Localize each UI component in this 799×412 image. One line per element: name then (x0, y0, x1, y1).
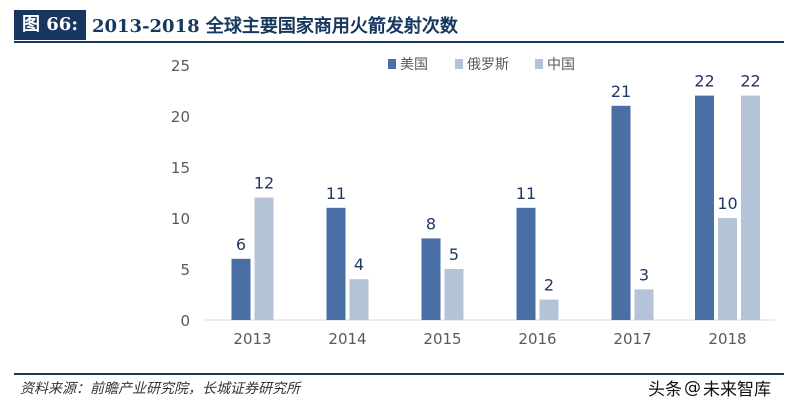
y-tick-label: 0 (180, 312, 190, 330)
x-tick-label: 2013 (233, 330, 271, 348)
bar-2016-series-0 (516, 207, 536, 320)
legend-label: 俄罗斯 (467, 57, 509, 73)
data-label: 8 (426, 214, 436, 233)
legend-swatch (535, 59, 543, 69)
bar-2018-series-1 (718, 218, 737, 320)
bar-2015-series-1 (444, 269, 464, 320)
bar-chart: 0510152025612201311420148520151122016213… (171, 57, 775, 348)
bar-2015-series-0 (421, 238, 441, 320)
watermark-name: 未来智库 (703, 380, 771, 400)
legend-swatch (455, 59, 463, 69)
data-label: 11 (516, 184, 536, 203)
watermark-prefix: 头条 (648, 380, 682, 400)
data-label: 10 (717, 194, 737, 213)
y-tick-label: 5 (180, 261, 190, 279)
legend-label: 美国 (400, 57, 428, 73)
x-tick-label: 2015 (423, 330, 461, 348)
figure-title-bar: 图 66: 2013-2018 全球主要国家商用火箭发射次数 (14, 10, 784, 40)
x-tick-label: 2016 (518, 330, 556, 348)
watermark: 头条 @ 未来智库 (648, 375, 771, 401)
figure-title: 2013-2018 全球主要国家商用火箭发射次数 (91, 16, 458, 37)
y-tick-label: 20 (171, 108, 190, 126)
bar-2013-series-1 (254, 197, 274, 320)
y-tick-label: 10 (171, 210, 190, 228)
bar-2017-series-0 (611, 105, 631, 320)
bar-2013-series-0 (231, 258, 251, 320)
bar-2018-series-0 (695, 95, 714, 320)
data-label: 12 (254, 174, 274, 193)
y-tick-label: 15 (171, 159, 190, 177)
y-tick-label: 25 (171, 57, 190, 75)
data-label: 22 (694, 72, 714, 91)
data-label: 11 (326, 184, 346, 203)
data-label: 2 (544, 276, 554, 295)
footer-divider (14, 373, 784, 375)
x-tick-label: 2014 (328, 330, 366, 348)
data-label: 22 (740, 72, 760, 91)
data-label: 4 (354, 255, 364, 274)
legend-swatch (388, 59, 396, 69)
legend-label: 中国 (547, 57, 575, 73)
bar-2017-series-1 (634, 289, 654, 320)
x-tick-label: 2018 (708, 330, 746, 348)
data-label: 21 (611, 82, 631, 101)
source-note: 资料来源：前瞻产业研究院，长城证券研究所 (20, 381, 300, 397)
title-divider (14, 41, 784, 43)
data-label: 5 (449, 245, 459, 264)
bar-2014-series-0 (326, 207, 346, 320)
at-icon: @ (684, 377, 701, 398)
bar-2018-series-2 (741, 95, 760, 320)
figure-number: 图 66: (14, 10, 86, 40)
bar-2014-series-1 (349, 279, 369, 320)
x-tick-label: 2017 (613, 330, 651, 348)
data-label: 6 (236, 235, 246, 254)
bar-2016-series-1 (539, 299, 559, 320)
data-label: 3 (639, 265, 649, 284)
